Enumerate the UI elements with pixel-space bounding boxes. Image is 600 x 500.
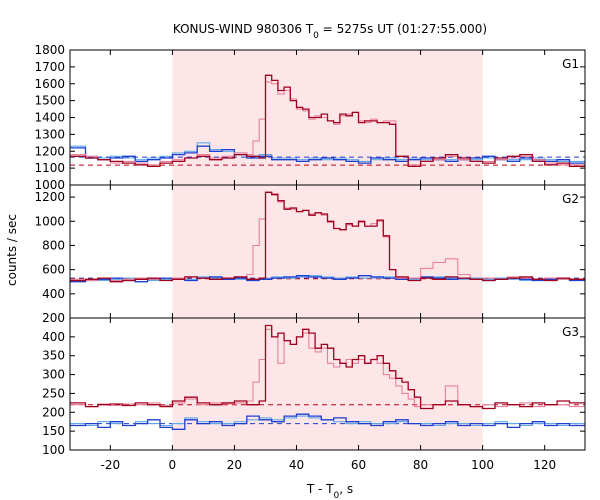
y-tick-label: 200 — [42, 311, 65, 325]
y-tick-label: 1800 — [34, 43, 65, 57]
y-tick-label: 1300 — [34, 127, 65, 141]
y-tick-label: 250 — [42, 386, 65, 400]
x-tick-label: 20 — [227, 458, 242, 472]
y-tick-label: 350 — [42, 349, 65, 363]
series-dark-red-g2 — [70, 191, 585, 283]
x-tick-label: 80 — [413, 458, 428, 472]
x-axis-label: T - T0, s — [306, 482, 353, 500]
series-dark-red-g3 — [70, 324, 585, 410]
x-tick-label: 0 — [169, 458, 177, 472]
y-tick-label: 1400 — [34, 111, 65, 125]
y-tick-label: 1200 — [34, 190, 65, 204]
panel-frame-g3 — [69, 317, 586, 451]
y-tick-label: 600 — [42, 263, 65, 277]
shaded-interval-g3 — [172, 318, 483, 450]
y-tick-label: 1100 — [34, 161, 65, 175]
panel-label-g3: G3 — [562, 325, 579, 339]
shaded-interval-g2 — [172, 185, 483, 318]
series-dark-red-g1 — [70, 74, 585, 168]
y-tick-label: 400 — [42, 330, 65, 344]
y-tick-label: 100 — [42, 443, 65, 457]
y-tick-label: 300 — [42, 368, 65, 382]
y-tick-label: 1000 — [34, 214, 65, 228]
y-tick-label: 1600 — [34, 77, 65, 91]
y-tick-label: 1500 — [34, 94, 65, 108]
panel-label-g2: G2 — [562, 192, 579, 206]
y-tick-label: 400 — [42, 287, 65, 301]
y-tick-label: 150 — [42, 424, 65, 438]
x-tick-label: 120 — [533, 458, 556, 472]
x-tick-label: -20 — [101, 458, 121, 472]
chart-title: KONUS-WIND 980306 T0 = 5275s UT (01:27:5… — [173, 22, 487, 41]
x-tick-label: 100 — [471, 458, 494, 472]
y-tick-label: 800 — [42, 238, 65, 252]
y-tick-label: 1000 — [34, 178, 65, 192]
y-tick-label: 1200 — [34, 144, 65, 158]
y-tick-label: 1700 — [34, 60, 65, 74]
y-tick-label: 200 — [42, 405, 65, 419]
x-tick-label: 60 — [351, 458, 366, 472]
y-axis-label: counts / sec — [5, 214, 19, 286]
x-tick-label: 40 — [289, 458, 304, 472]
panel-label-g1: G1 — [562, 57, 579, 71]
series-blue-g3 — [70, 413, 585, 430]
plot-area: 100011001200130014001500160017001800G120… — [34, 43, 586, 472]
